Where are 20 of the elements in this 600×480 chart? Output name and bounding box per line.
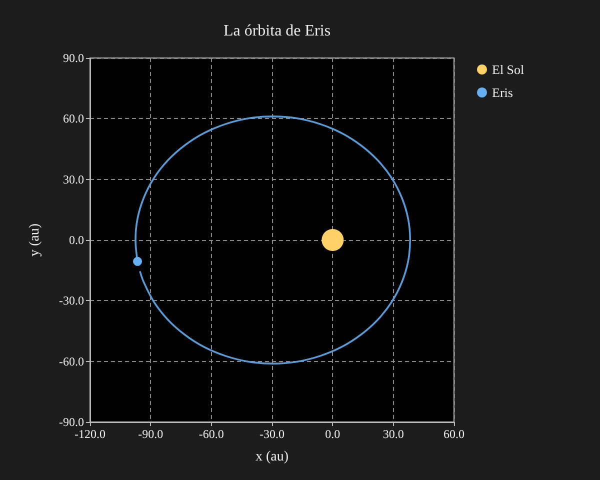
- legend-label: Eris: [492, 85, 513, 100]
- y-tick-label: 90.0: [63, 51, 84, 65]
- y-tick-label: 0.0: [69, 233, 84, 247]
- y-tick-label: 60.0: [63, 112, 84, 126]
- x-tick-label: -120.0: [74, 427, 106, 441]
- legend-label: El Sol: [492, 62, 525, 77]
- x-tick-label: 60.0: [444, 427, 464, 441]
- y-tick-label: -30.0: [59, 294, 84, 308]
- x-tick-label: -90.0: [138, 427, 164, 441]
- x-axis-title: x (au): [255, 450, 289, 464]
- chart-title: La órbita de Eris: [223, 22, 331, 40]
- y-tick-label: -90.0: [59, 415, 84, 429]
- x-tick-label: -30.0: [260, 427, 284, 441]
- x-tick-label: 0.0: [325, 427, 340, 441]
- line-series: [134, 116, 412, 364]
- y-axis-title: y (au): [28, 223, 42, 257]
- x-tick-label: -60.0: [198, 427, 224, 441]
- y-tick-label: 30.0: [63, 172, 84, 186]
- y-tick-label: -60.0: [59, 354, 84, 368]
- x-tick-label: 30.0: [382, 427, 404, 441]
